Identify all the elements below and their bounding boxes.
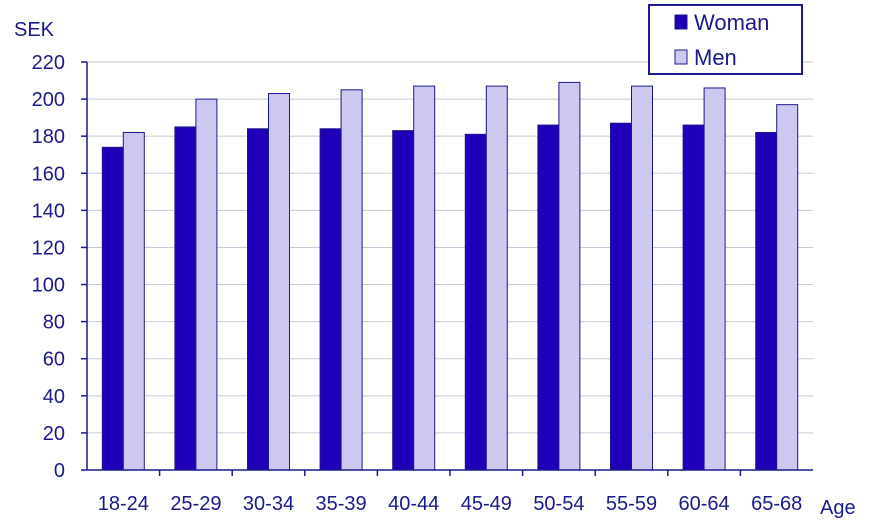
bar-men-35-39 [340, 89, 363, 471]
bar-woman-40-44 [392, 130, 415, 471]
y-tick-label-220: 220 [32, 52, 65, 74]
y-tick-label-200: 200 [32, 89, 65, 111]
bar-woman-45-49 [464, 133, 487, 471]
x-tick-label-50-54: 50-54 [533, 493, 584, 515]
bar-woman-50-54 [537, 124, 560, 471]
y-tick-label-160: 160 [32, 163, 65, 185]
x-tick-label-45-49: 45-49 [461, 493, 512, 515]
y-tick-label-180: 180 [32, 126, 65, 148]
axes [81, 61, 813, 476]
y-tick-label-140: 140 [32, 200, 65, 222]
tick-labels: 0 20 40 60 80 100 120 140 160 180 200 220 18-24 25-29… [32, 52, 803, 515]
x-tick-label-60-64: 60-64 [679, 493, 730, 515]
x-tick-label-25-29: 25-29 [170, 493, 221, 515]
bar-woman-25-29 [174, 126, 197, 471]
x-tick-label-18-24: 18-24 [98, 493, 149, 515]
bars [101, 81, 799, 471]
x-tick-label-55-59: 55-59 [606, 493, 657, 515]
y-tick-label-0: 0 [54, 460, 65, 482]
x-tick-label-40-44: 40-44 [388, 493, 439, 515]
bar-men-25-29 [195, 98, 218, 471]
y-tick-label-120: 120 [32, 237, 65, 259]
x-tick-label-30-34: 30-34 [243, 493, 294, 515]
bar-woman-65-68 [755, 131, 778, 471]
bar-men-40-44 [413, 85, 436, 471]
bar-men-45-49 [485, 85, 508, 471]
y-tick-label-60: 60 [43, 349, 65, 371]
bar-men-50-54 [558, 81, 581, 471]
bar-woman-35-39 [319, 128, 342, 471]
legend: Woman Men [648, 4, 803, 75]
bar-men-55-59 [631, 85, 653, 471]
legend-label-woman: Woman [694, 10, 769, 35]
bar-men-18-24 [122, 131, 145, 471]
bar-men-30-34 [268, 93, 290, 471]
x-tick-label-65-68: 65-68 [751, 493, 802, 515]
x-axis-title: Age [820, 497, 856, 519]
y-axis-title: SEK [14, 19, 55, 41]
bar-men-60-64 [703, 87, 726, 471]
bar-men-65-68 [776, 104, 799, 471]
bar-woman-60-64 [682, 124, 705, 471]
y-tick-label-100: 100 [32, 275, 65, 297]
bar-woman-55-59 [610, 122, 632, 471]
x-tick-label-35-39: 35-39 [316, 493, 367, 515]
bar-woman-30-34 [247, 128, 269, 471]
y-tick-label-20: 20 [43, 423, 65, 445]
y-tick-label-80: 80 [43, 312, 65, 334]
bar-woman-18-24 [101, 146, 124, 471]
legend-swatch-men [674, 49, 688, 65]
legend-swatch-woman [674, 14, 688, 30]
y-tick-label-40: 40 [43, 386, 65, 408]
legend-label-men: Men [694, 45, 737, 70]
